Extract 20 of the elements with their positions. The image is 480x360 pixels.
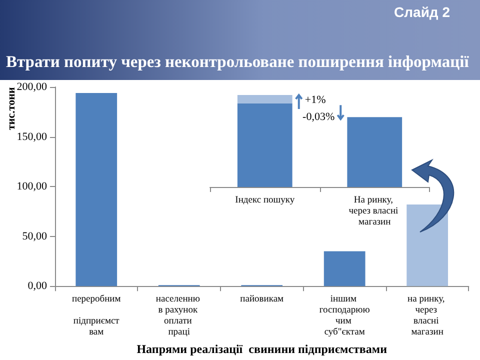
y-axis-title: тис.тони <box>6 86 18 130</box>
text: Слайд 2 <box>394 4 450 20</box>
x-tick-label: Індекс пошуку <box>235 196 295 206</box>
y-tick-label: 0,00 <box>28 280 48 292</box>
x-tick-label: На ринку, через власні магазин <box>348 196 401 228</box>
x-tick-label: на ринку, через власні магазин <box>408 294 448 338</box>
y-tick-label: 100,00 <box>16 180 48 193</box>
y-tick-label: 150,00 <box>16 130 48 143</box>
x-tick-label: населенню в рахунок оплати праці <box>156 294 202 338</box>
bar <box>324 251 366 286</box>
x-tick-label: пайовикам <box>240 294 284 305</box>
annotation: -0,03% <box>302 111 335 124</box>
chart-title: Втрати попиту через неконтрольоване поширення інформації <box>6 52 469 72</box>
category-label: переробним підприємствам <box>72 294 121 338</box>
bar <box>76 92 118 286</box>
y-tick-label: 50,00 <box>22 230 48 242</box>
x-axis-title: Напрями реалізації свинини підприємствами <box>136 342 388 356</box>
annotation: +1% <box>304 94 326 106</box>
x-tick-label: іншим господарюючим суб"єктам <box>319 294 370 338</box>
y-tick-label: 200,00 <box>16 81 48 93</box>
